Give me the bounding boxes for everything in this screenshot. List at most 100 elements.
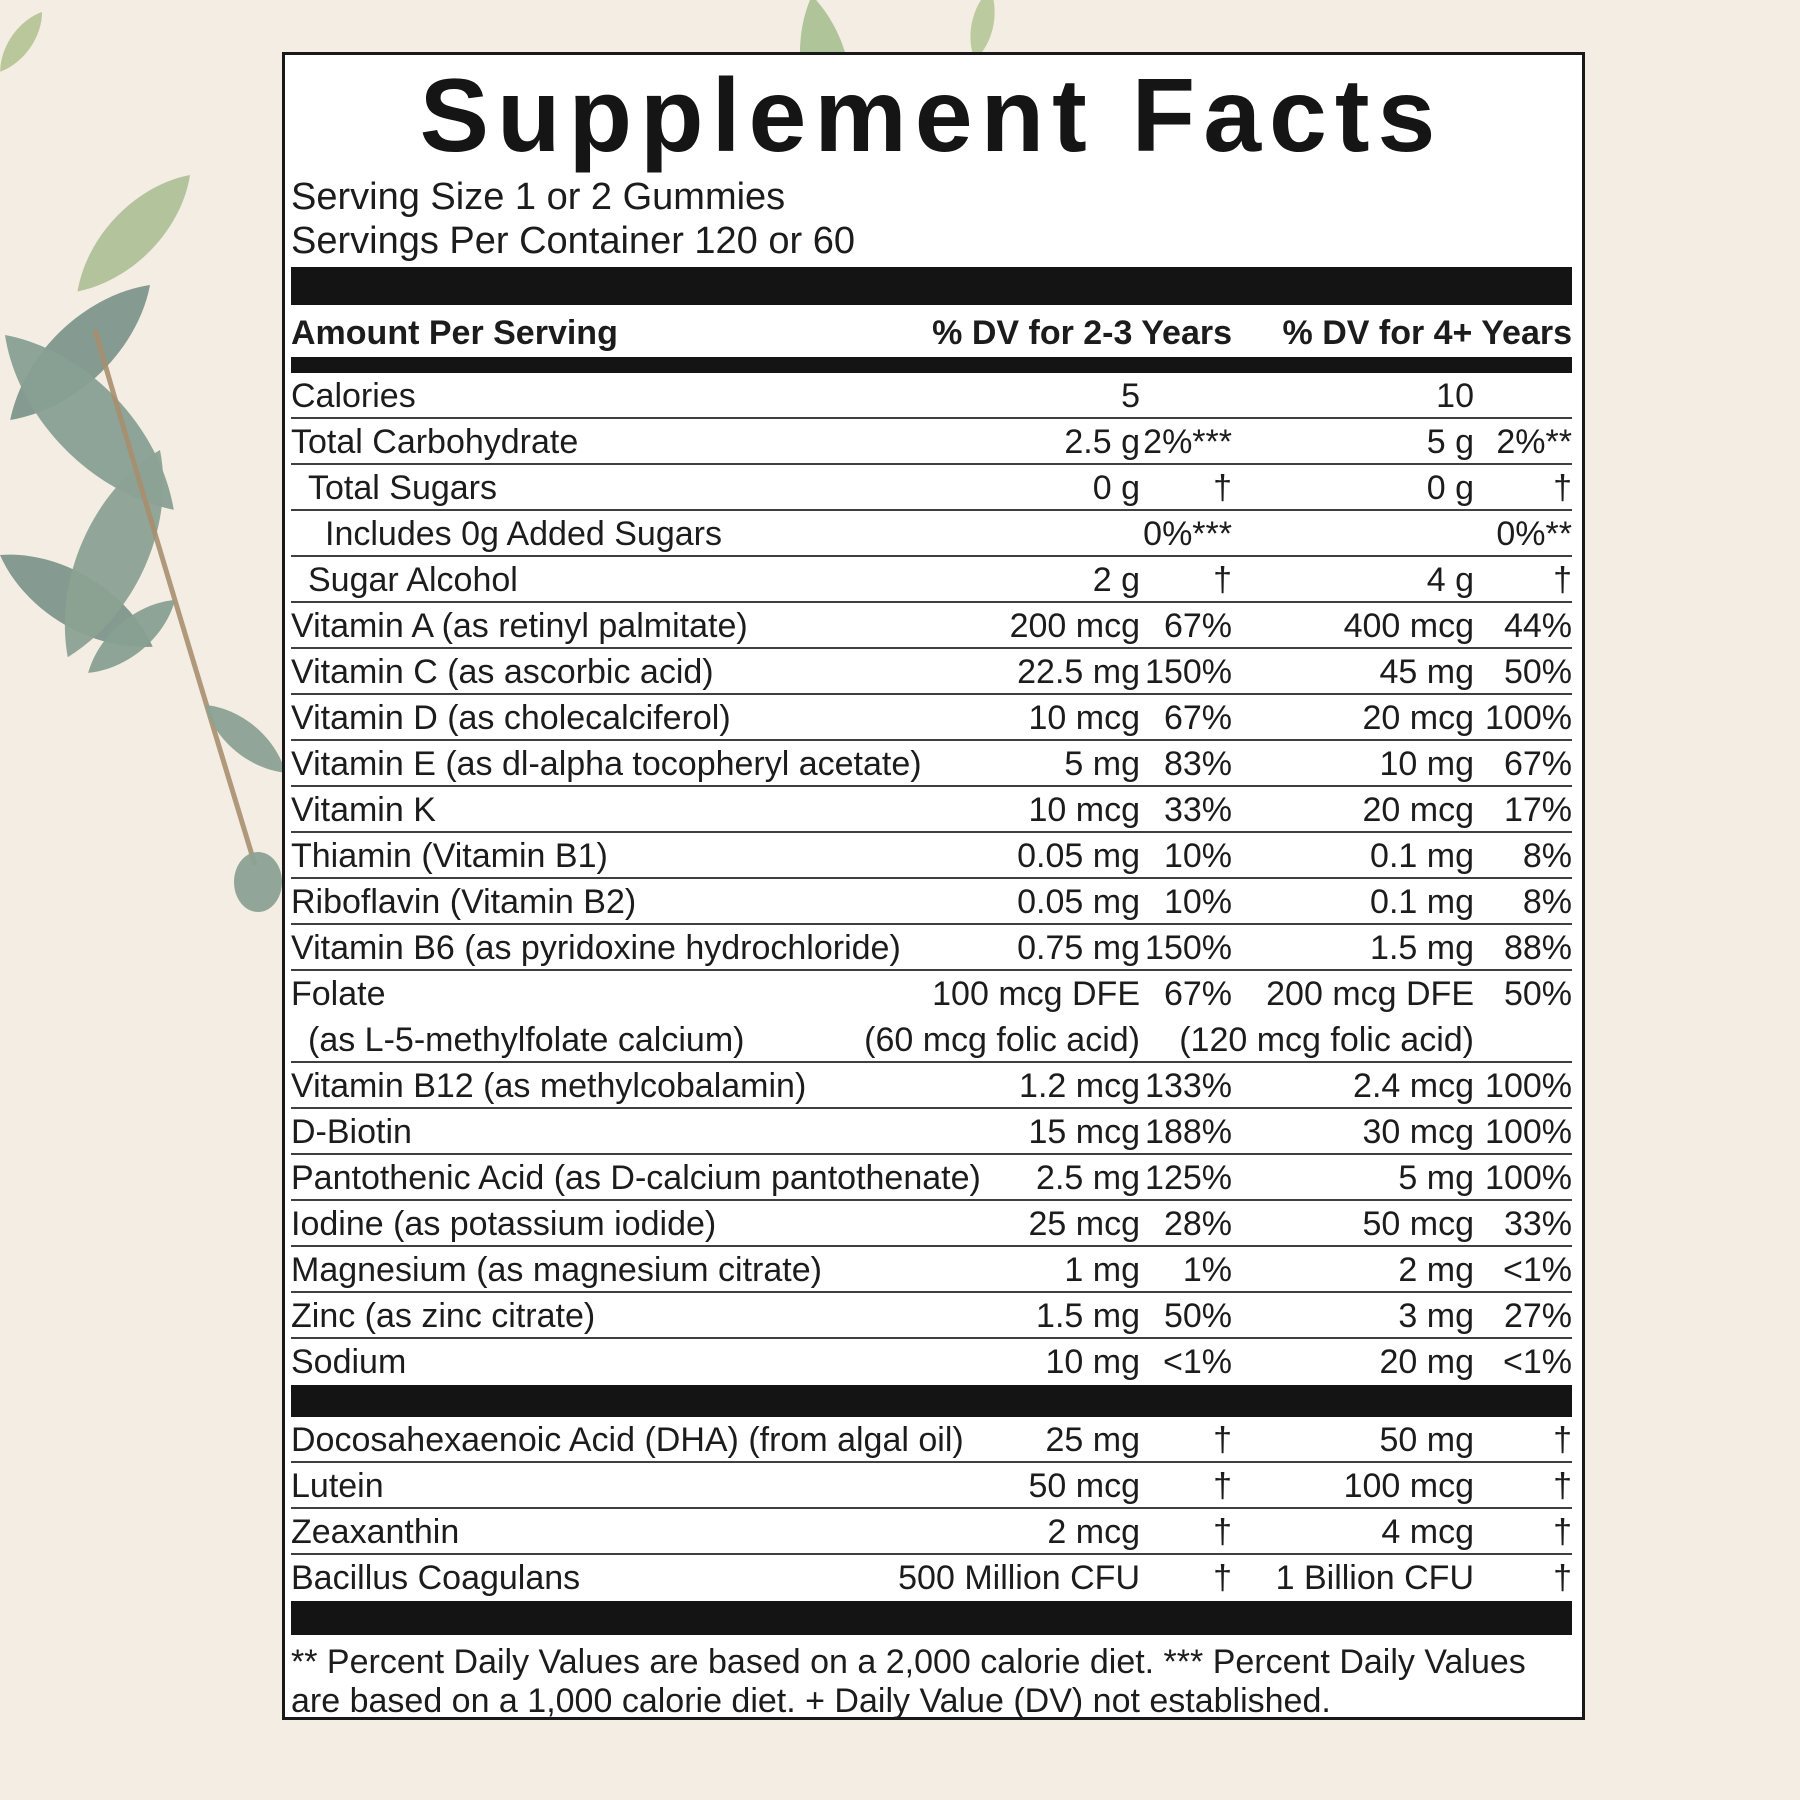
nutrient-name: Iodine (as potassium iodide) [291, 1205, 717, 1243]
table-row: Vitamin C (as ascorbic acid) 22.5 mg 150… [291, 649, 1572, 695]
dv-2-3-years: 0%*** [1143, 515, 1232, 553]
nutrient-name: Sodium [291, 1343, 407, 1381]
amount-2-3-years: 25 mg [1045, 1421, 1141, 1459]
nutrient-table-extra: Docosahexaenoic Acid (DHA) (from algal o… [291, 1417, 1572, 1601]
dv-2-3-years: <1% [1163, 1343, 1232, 1381]
nutrient-name: Vitamin D (as cholecalciferol) [291, 699, 731, 737]
dv-4plus-years: 17% [1503, 791, 1572, 829]
amount-2-3-years: 1 mg [1064, 1251, 1140, 1289]
dv-2-3-years: 125% [1145, 1159, 1232, 1197]
table-row: Total Carbohydrate 2.5 g 2%*** 5 g 2%** [291, 419, 1572, 465]
dv-2-3-years: 83% [1163, 745, 1232, 783]
amount-2-3-years: 10 mg [1045, 1343, 1141, 1381]
divider-bar-bottom [291, 1601, 1572, 1635]
table-row: Zinc (as zinc citrate) 1.5 mg 50% 3 mg 2… [291, 1293, 1572, 1339]
amount-4plus-years: 2.4 mcg [1353, 1067, 1474, 1105]
dv-4plus-years: 50% [1503, 975, 1572, 1013]
dv-2-3-years: † [1213, 1421, 1232, 1459]
dv-4plus-years: <1% [1503, 1251, 1572, 1289]
table-row: Magnesium (as magnesium citrate) 1 mg 1%… [291, 1247, 1572, 1293]
amount-2-3-years: 500 Million CFU [898, 1559, 1140, 1597]
dv-2-3-years: 150% [1145, 929, 1232, 967]
dv-2-3-years: 67% [1163, 699, 1232, 737]
servings-per-container: Servings Per Container 120 or 60 [291, 220, 855, 262]
nutrient-name: Vitamin K [291, 791, 436, 829]
dv-2-3-years: † [1213, 469, 1232, 507]
amount-4plus-years: 4 mcg [1381, 1513, 1474, 1551]
nutrient-name: Vitamin B6 (as pyridoxine hydrochloride) [291, 929, 901, 967]
dv-2-3-years: 1% [1182, 1251, 1232, 1289]
amount-2-3-years: 200 mcg [1009, 607, 1140, 645]
nutrient-name: Sugar Alcohol [308, 561, 518, 599]
table-row: Vitamin D (as cholecalciferol) 10 mcg 67… [291, 695, 1572, 741]
supplement-facts-panel: Supplement Facts Serving Size 1 or 2 Gum… [282, 52, 1585, 1720]
divider-bar-middle [291, 1385, 1572, 1417]
serving-size: Serving Size 1 or 2 Gummies [291, 176, 786, 218]
dv-4plus-years: 8% [1522, 883, 1572, 921]
amount-4plus-years: 5 g [1426, 423, 1474, 461]
amount-4plus-years: 5 mg [1398, 1159, 1474, 1197]
dv-2-3-years: † [1213, 1467, 1232, 1505]
amount-4plus-years: 100 mcg [1343, 1467, 1474, 1505]
amount-4plus-years: 0 g [1426, 469, 1474, 507]
nutrient-table-main: Calories 5 10 Total Carbohydrate 2.5 g 2… [291, 373, 1572, 1385]
amount-2-3-years: 5 mg [1064, 745, 1140, 783]
nutrient-name: Docosahexaenoic Acid (DHA) (from algal o… [291, 1421, 964, 1459]
table-row: Thiamin (Vitamin B1) 0.05 mg 10% 0.1 mg … [291, 833, 1572, 879]
nutrient-name: Zeaxanthin [291, 1513, 460, 1551]
table-row: Vitamin B12 (as methylcobalamin) 1.2 mcg… [291, 1063, 1572, 1109]
nutrient-name: Vitamin C (as ascorbic acid) [291, 653, 714, 691]
nutrient-name: Zinc (as zinc citrate) [291, 1297, 596, 1335]
table-row: Calories 5 10 [291, 373, 1572, 419]
amount-4plus-years: 50 mg [1379, 1421, 1475, 1459]
dv-4plus-years: 8% [1522, 837, 1572, 875]
nutrient-name: Total Sugars [308, 469, 497, 507]
dv-4plus-years: 100% [1485, 1067, 1572, 1105]
table-row: Vitamin E (as dl-alpha tocopheryl acetat… [291, 741, 1572, 787]
amount-2-3-years: 2.5 mg [1036, 1159, 1140, 1197]
dv-4plus-years: 100% [1485, 1113, 1572, 1151]
amount-4plus-years: (120 mcg folic acid) [1179, 1021, 1474, 1059]
amount-2-3-years: 10 mcg [1028, 791, 1141, 829]
table-header-row: Amount Per Serving % DV for 2-3 Years % … [291, 305, 1572, 357]
nutrient-name: (as L-5-methylfolate calcium) [308, 1021, 745, 1059]
table-row: (as L-5-methylfolate calcium) (60 mcg fo… [291, 1017, 1572, 1063]
dv-2-3-years: 50% [1163, 1297, 1232, 1335]
amount-2-3-years: 25 mcg [1028, 1205, 1141, 1243]
dv-2-3-years: 133% [1145, 1067, 1232, 1105]
amount-4plus-years: 4 g [1426, 561, 1474, 599]
amount-2-3-years: 100 mcg DFE [932, 975, 1140, 1013]
amount-4plus-years: 1.5 mg [1370, 929, 1474, 967]
header-amount-per-serving: Amount Per Serving [291, 314, 618, 352]
amount-2-3-years: 2 mcg [1047, 1513, 1140, 1551]
amount-4plus-years: 20 mcg [1362, 699, 1475, 737]
dv-4plus-years: † [1553, 1513, 1572, 1551]
nutrient-name: Vitamin B12 (as methylcobalamin) [291, 1067, 807, 1105]
amount-2-3-years: 1.2 mcg [1019, 1067, 1140, 1105]
amount-4plus-years: 45 mg [1379, 653, 1475, 691]
table-row: Bacillus Coagulans 500 Million CFU † 1 B… [291, 1555, 1572, 1601]
footnote: ** Percent Daily Values are based on a 2… [291, 1643, 1526, 1720]
amount-2-3-years: 50 mcg [1028, 1467, 1141, 1505]
table-row: Vitamin A (as retinyl palmitate) 200 mcg… [291, 603, 1572, 649]
amount-2-3-years: 0.05 mg [1017, 883, 1140, 921]
dv-4plus-years: † [1553, 1559, 1572, 1597]
header-dv-4plus-years: % DV for 4+ Years [1282, 314, 1572, 352]
nutrient-name: Lutein [291, 1467, 384, 1505]
amount-4plus-years: 3 mg [1398, 1297, 1474, 1335]
amount-4plus-years: 0.1 mg [1370, 883, 1474, 921]
dv-4plus-years: 0%** [1496, 515, 1572, 553]
amount-4plus-years: 0.1 mg [1370, 837, 1474, 875]
nutrient-name: Pantothenic Acid (as D-calcium pantothen… [291, 1159, 981, 1197]
table-row: Folate 100 mcg DFE 67% 200 mcg DFE 50% [291, 971, 1572, 1017]
nutrient-name: Thiamin (Vitamin B1) [291, 837, 608, 875]
dv-4plus-years: 44% [1503, 607, 1572, 645]
divider-bar-top [291, 267, 1572, 305]
amount-2-3-years: 22.5 mg [1017, 653, 1140, 691]
nutrient-name: Bacillus Coagulans [291, 1559, 581, 1597]
dv-4plus-years: † [1553, 469, 1572, 507]
amount-2-3-years: 0.75 mg [1017, 929, 1140, 967]
table-row: Sugar Alcohol 2 g † 4 g † [291, 557, 1572, 603]
dv-4plus-years: 2%** [1496, 423, 1572, 461]
divider-bar-header [291, 357, 1572, 373]
